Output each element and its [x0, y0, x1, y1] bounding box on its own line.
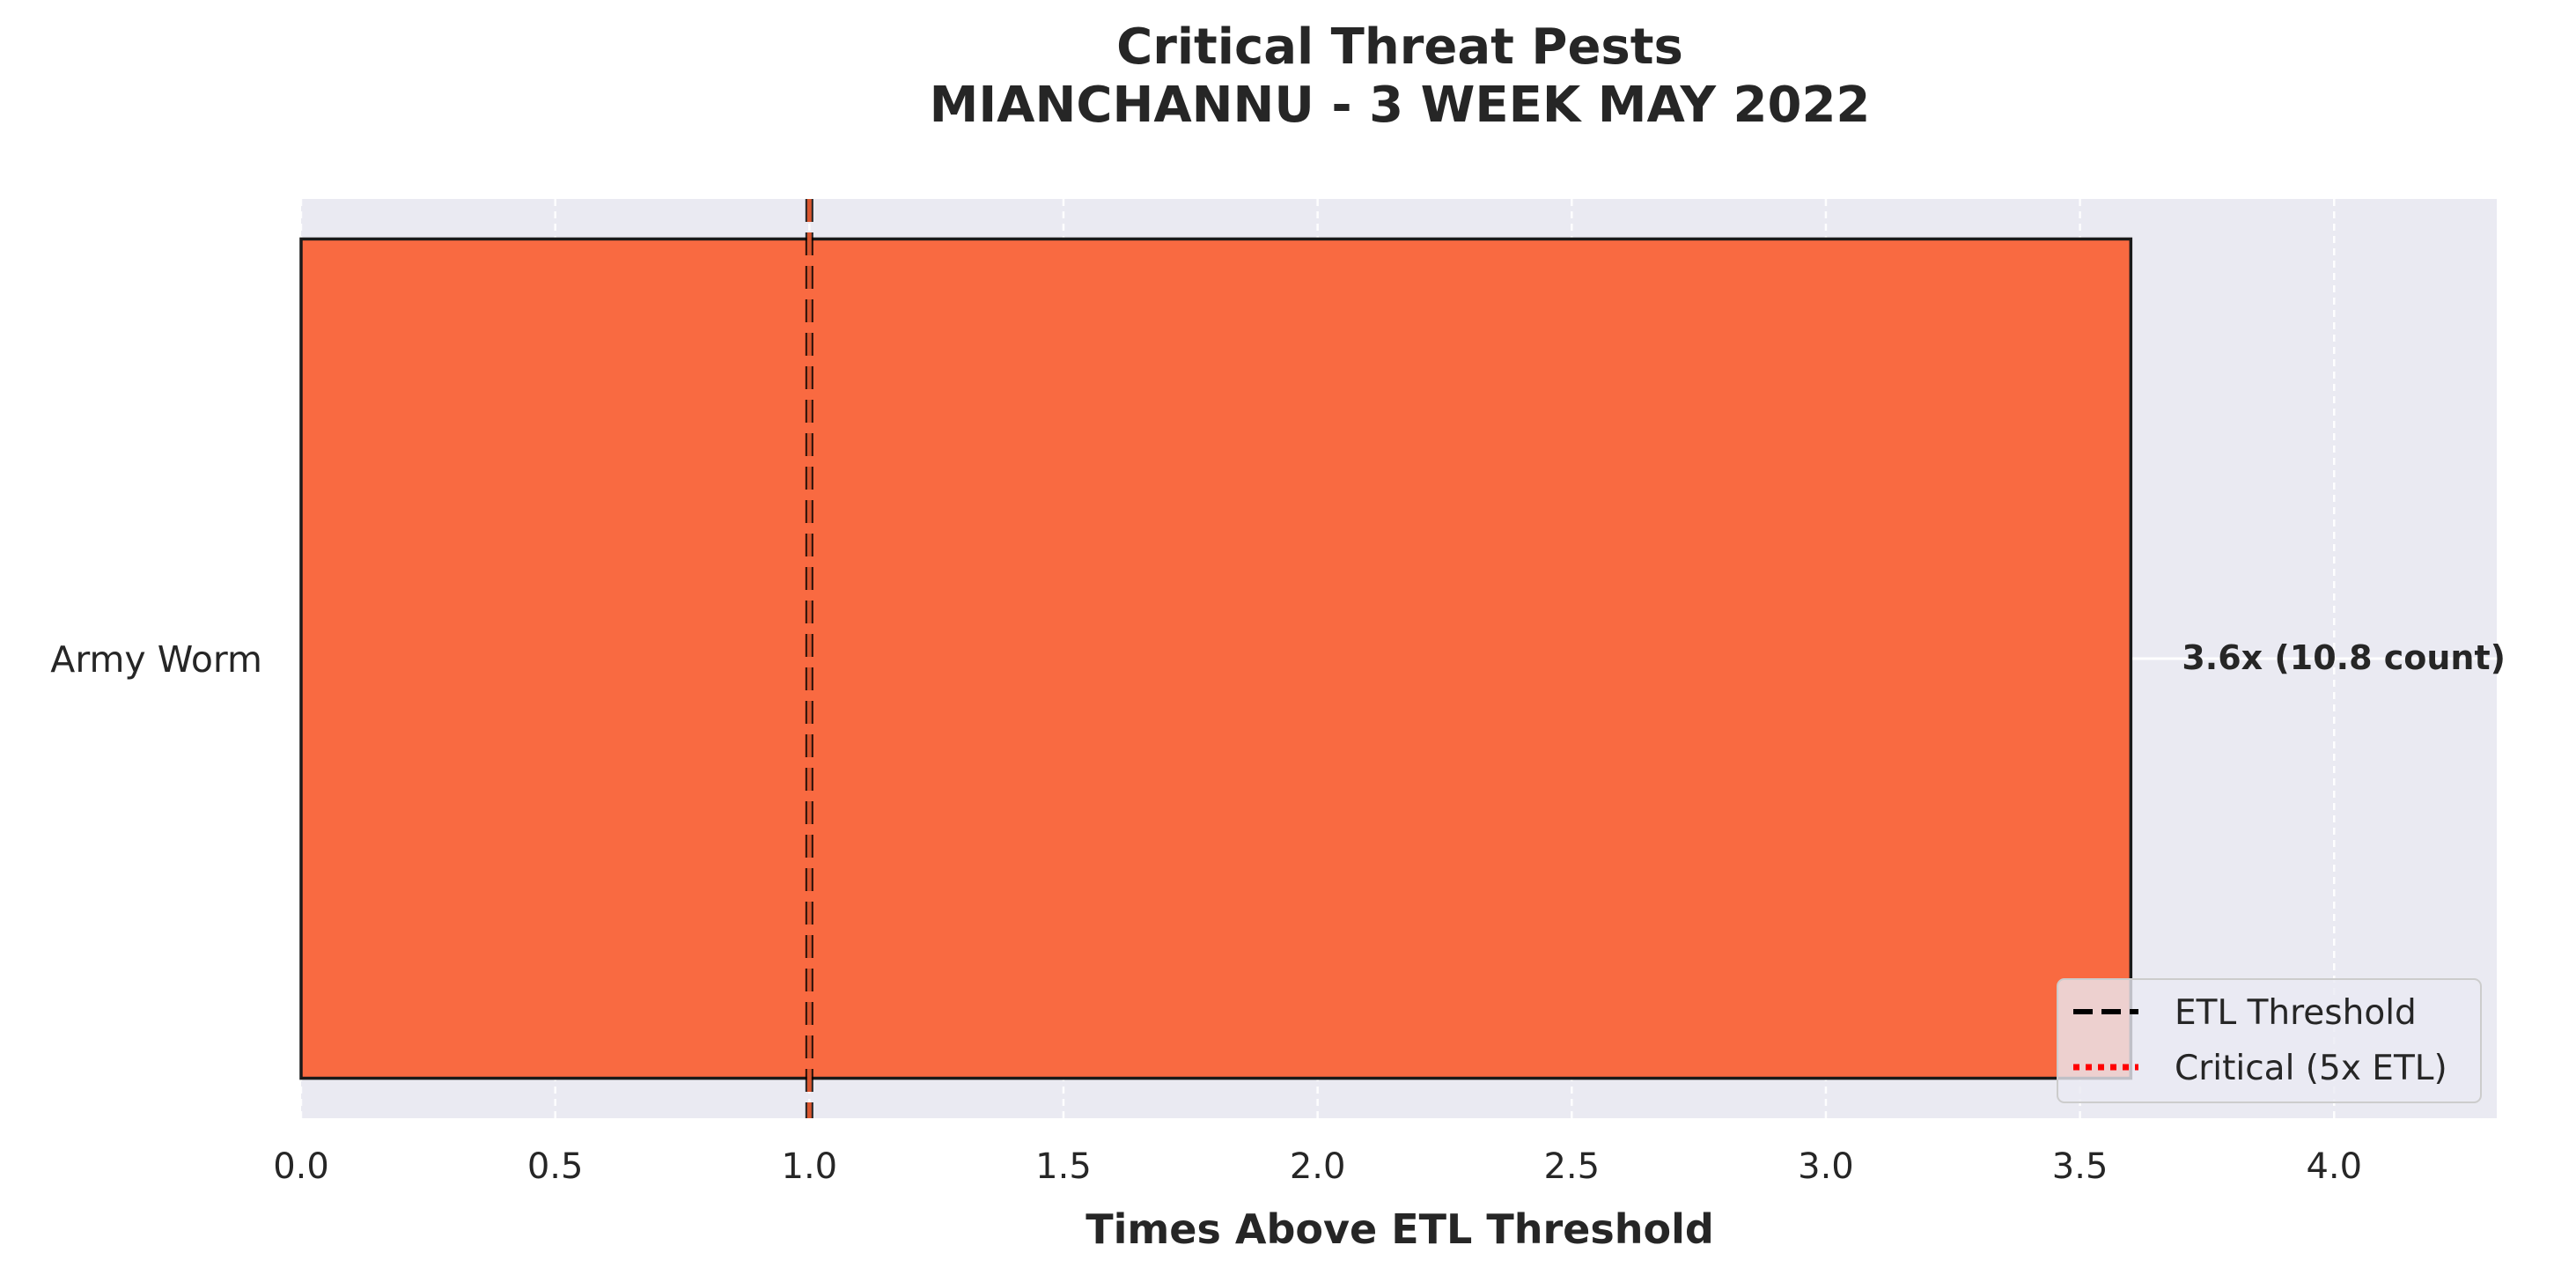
x-axis-label: Times Above ETL Threshold [1086, 1205, 1714, 1253]
chart-subtitle: MIANCHANNU - 3 WEEK MAY 2022 [930, 77, 1871, 134]
x-tick-label: 3.5 [2052, 1146, 2109, 1187]
x-tick-label: 0.5 [527, 1146, 584, 1187]
bars [299, 237, 2133, 1080]
data-labels: 3.6x (10.8 count) [2182, 638, 2506, 677]
x-tick-label: 4.0 [2306, 1146, 2362, 1187]
legend-etl-label: ETL Threshold [2175, 993, 2417, 1033]
x-tick-label: 1.5 [1035, 1146, 1092, 1187]
x-tick-label: 1.0 [782, 1146, 838, 1187]
legend: ETL Threshold Critical (5x ETL) [2057, 978, 2482, 1103]
x-tick-label: 3.0 [1798, 1146, 1854, 1187]
x-tick-label: 2.0 [1290, 1146, 1346, 1187]
x-tick-labels: 0.0 0.5 1.0 1.5 2.0 2.5 3.0 3.5 4.0 [273, 1146, 2362, 1187]
bar [299, 237, 2133, 1080]
y-category-labels: Army Worm [50, 638, 262, 681]
legend-critical-label: Critical (5x ETL) [2175, 1049, 2447, 1088]
x-tick-label: 0.0 [273, 1146, 329, 1187]
bar-data-label: 3.6x (10.8 count) [2182, 638, 2506, 677]
legend-box [2057, 978, 2482, 1103]
x-tick-label: 2.5 [1543, 1146, 1600, 1187]
chart-title: Critical Threat Pests [1116, 18, 1683, 76]
y-category-label: Army Worm [50, 638, 262, 681]
